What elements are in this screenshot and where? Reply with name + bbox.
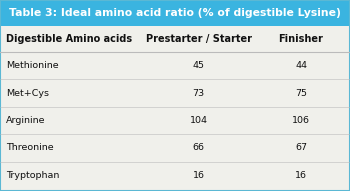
Text: 73: 73 <box>193 89 205 98</box>
Text: Threonine: Threonine <box>6 143 54 152</box>
Text: 45: 45 <box>193 61 205 70</box>
Text: Digestible Amino acids: Digestible Amino acids <box>6 34 132 44</box>
Bar <box>0 0 350 26</box>
Text: 67: 67 <box>295 143 307 152</box>
Text: Table 3: Ideal amino acid ratio (% of digestible Lysine): Table 3: Ideal amino acid ratio (% of di… <box>9 8 341 18</box>
Text: 16: 16 <box>295 171 307 180</box>
Text: 16: 16 <box>193 171 205 180</box>
Text: 104: 104 <box>190 116 208 125</box>
Text: Finisher: Finisher <box>279 34 323 44</box>
Text: 44: 44 <box>295 61 307 70</box>
Text: 106: 106 <box>292 116 310 125</box>
Text: 66: 66 <box>193 143 205 152</box>
Text: Tryptophan: Tryptophan <box>6 171 60 180</box>
Text: Prestarter / Starter: Prestarter / Starter <box>146 34 252 44</box>
Text: Met+Cys: Met+Cys <box>6 89 49 98</box>
Text: Methionine: Methionine <box>6 61 59 70</box>
Text: 75: 75 <box>295 89 307 98</box>
Text: Arginine: Arginine <box>6 116 46 125</box>
